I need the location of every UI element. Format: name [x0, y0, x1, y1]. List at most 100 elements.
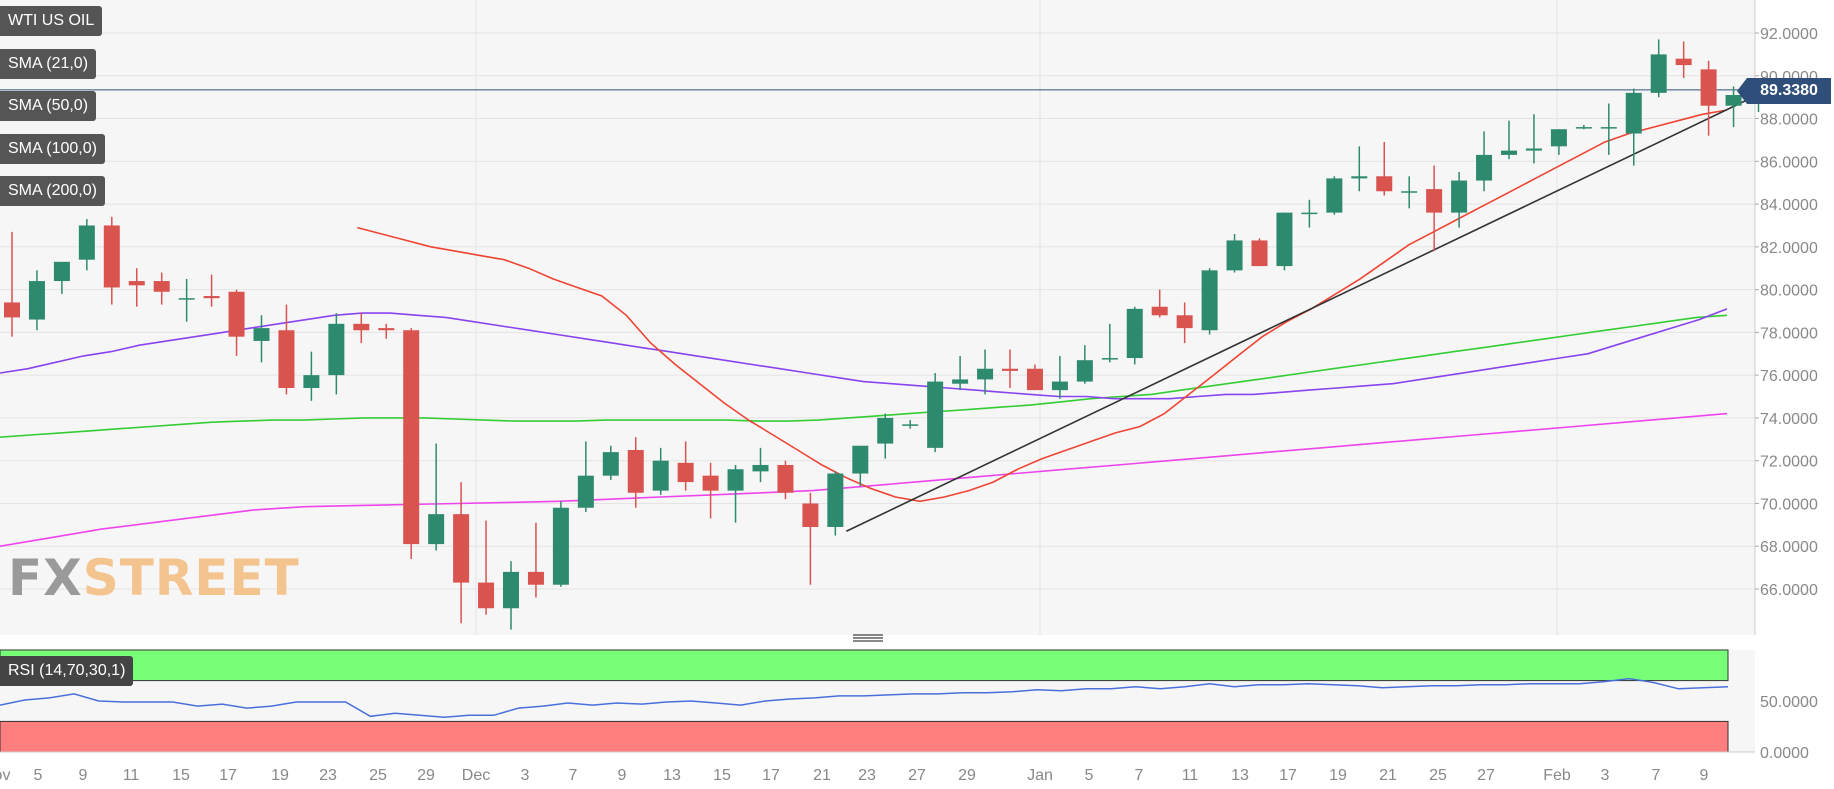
candle[interactable] [403, 328, 420, 560]
candle[interactable] [328, 313, 345, 395]
candle[interactable] [1451, 172, 1468, 228]
candle[interactable] [1426, 165, 1443, 252]
candle[interactable] [1276, 212, 1293, 271]
y-tick-label: 88.0000 [1760, 112, 1818, 129]
candle[interactable] [752, 447, 769, 483]
candle[interactable] [1326, 176, 1343, 215]
candle[interactable] [478, 520, 495, 615]
candle[interactable] [1725, 86, 1742, 128]
y-tick-label: 92.0000 [1760, 26, 1818, 43]
x-tick-label: 13 [663, 767, 681, 784]
sma200-line [0, 412, 1728, 547]
candle-body [203, 296, 220, 299]
candle[interactable] [1051, 355, 1068, 399]
candle-body [552, 507, 569, 585]
candle[interactable] [1700, 60, 1717, 136]
candle[interactable] [53, 261, 70, 294]
candle[interactable] [652, 447, 669, 495]
candle[interactable] [1076, 345, 1093, 384]
candle[interactable] [677, 441, 694, 491]
candle[interactable] [1251, 238, 1268, 267]
candle-body [927, 381, 944, 448]
candlesticks[interactable] [4, 39, 1767, 630]
candle[interactable] [103, 216, 120, 305]
candle[interactable] [852, 445, 869, 487]
x-tick-label: 7 [569, 767, 578, 784]
candle[interactable] [1226, 234, 1243, 273]
candle[interactable] [927, 373, 944, 453]
date-axis[interactable]: ov 5 9 11 15 17 19 23 25 29 Dec 3 7 9 13 15 17 21 23 27 29 Ja… [0, 767, 1709, 784]
x-tick-label: Jan [1027, 767, 1053, 784]
candle[interactable] [827, 471, 844, 536]
candle[interactable] [1501, 120, 1517, 160]
candle[interactable] [303, 351, 320, 401]
candle[interactable] [777, 460, 794, 500]
candle-body [877, 417, 894, 444]
candle-body [178, 298, 195, 300]
candle[interactable] [1002, 349, 1018, 388]
candle[interactable] [952, 355, 969, 391]
candle[interactable] [702, 462, 719, 519]
candle[interactable] [727, 464, 744, 523]
candle[interactable] [1026, 364, 1043, 391]
sma200-label[interactable]: SMA (200,0) [0, 176, 105, 206]
x-tick-label: ov [0, 767, 10, 784]
y-tick-label: 74.0000 [1760, 411, 1818, 428]
candle[interactable] [253, 315, 270, 363]
candle[interactable] [1600, 103, 1617, 155]
candle[interactable] [4, 231, 20, 337]
candle[interactable] [1650, 39, 1667, 98]
candle[interactable] [178, 278, 195, 322]
candle[interactable] [28, 270, 45, 331]
candle-body [677, 462, 694, 483]
candle[interactable] [353, 313, 370, 344]
candle[interactable] [802, 492, 819, 585]
rsi-label[interactable]: RSI (14,70,30,1) [0, 656, 134, 686]
candle[interactable] [1525, 114, 1542, 164]
candle[interactable] [977, 349, 994, 395]
candle[interactable] [602, 445, 619, 480]
candle[interactable] [453, 482, 470, 624]
panel-resize-handle[interactable] [853, 634, 883, 642]
candle[interactable] [877, 413, 894, 459]
rsi-tick-label: 0.0000 [1760, 745, 1809, 762]
candle[interactable] [1101, 323, 1118, 363]
candle[interactable] [627, 437, 644, 508]
candle-body [702, 475, 719, 491]
candle[interactable] [1176, 302, 1193, 344]
candle[interactable] [1126, 306, 1143, 365]
symbol-label[interactable]: WTI US OIL [0, 6, 103, 36]
candle[interactable] [902, 420, 919, 429]
candle[interactable] [1301, 199, 1318, 228]
candle[interactable] [1476, 131, 1493, 192]
candle[interactable] [552, 501, 569, 587]
candle[interactable] [1201, 268, 1218, 335]
candle[interactable] [128, 268, 145, 307]
candle[interactable] [1575, 124, 1592, 130]
candle[interactable] [527, 522, 544, 598]
candle[interactable] [378, 323, 395, 339]
candle[interactable] [1401, 176, 1418, 209]
candle[interactable] [577, 441, 594, 513]
sma21-label[interactable]: SMA (21,0) [0, 49, 97, 79]
sma100-label[interactable]: SMA (100,0) [0, 134, 105, 164]
rsi-panel[interactable]: 0.0000 50.0000 [0, 649, 1818, 762]
candle[interactable] [428, 443, 445, 551]
sma50-label[interactable]: SMA (50,0) [0, 91, 97, 121]
candle[interactable] [1550, 129, 1567, 155]
candle[interactable] [203, 274, 220, 307]
candle-body [1675, 58, 1692, 66]
candle[interactable] [1675, 41, 1692, 78]
price-axis[interactable]: 66.0000 68.0000 70.0000 72.0000 74.0000 76.00… [1755, 26, 1818, 599]
candle[interactable] [78, 219, 95, 271]
candle-body [527, 571, 544, 585]
candle[interactable] [278, 304, 295, 395]
candle[interactable] [503, 561, 519, 630]
candle[interactable] [1376, 142, 1393, 196]
candle[interactable] [228, 289, 245, 356]
candle[interactable] [1351, 146, 1368, 192]
candle[interactable] [153, 272, 170, 305]
candle[interactable] [1151, 289, 1168, 318]
candle[interactable] [1625, 88, 1642, 166]
